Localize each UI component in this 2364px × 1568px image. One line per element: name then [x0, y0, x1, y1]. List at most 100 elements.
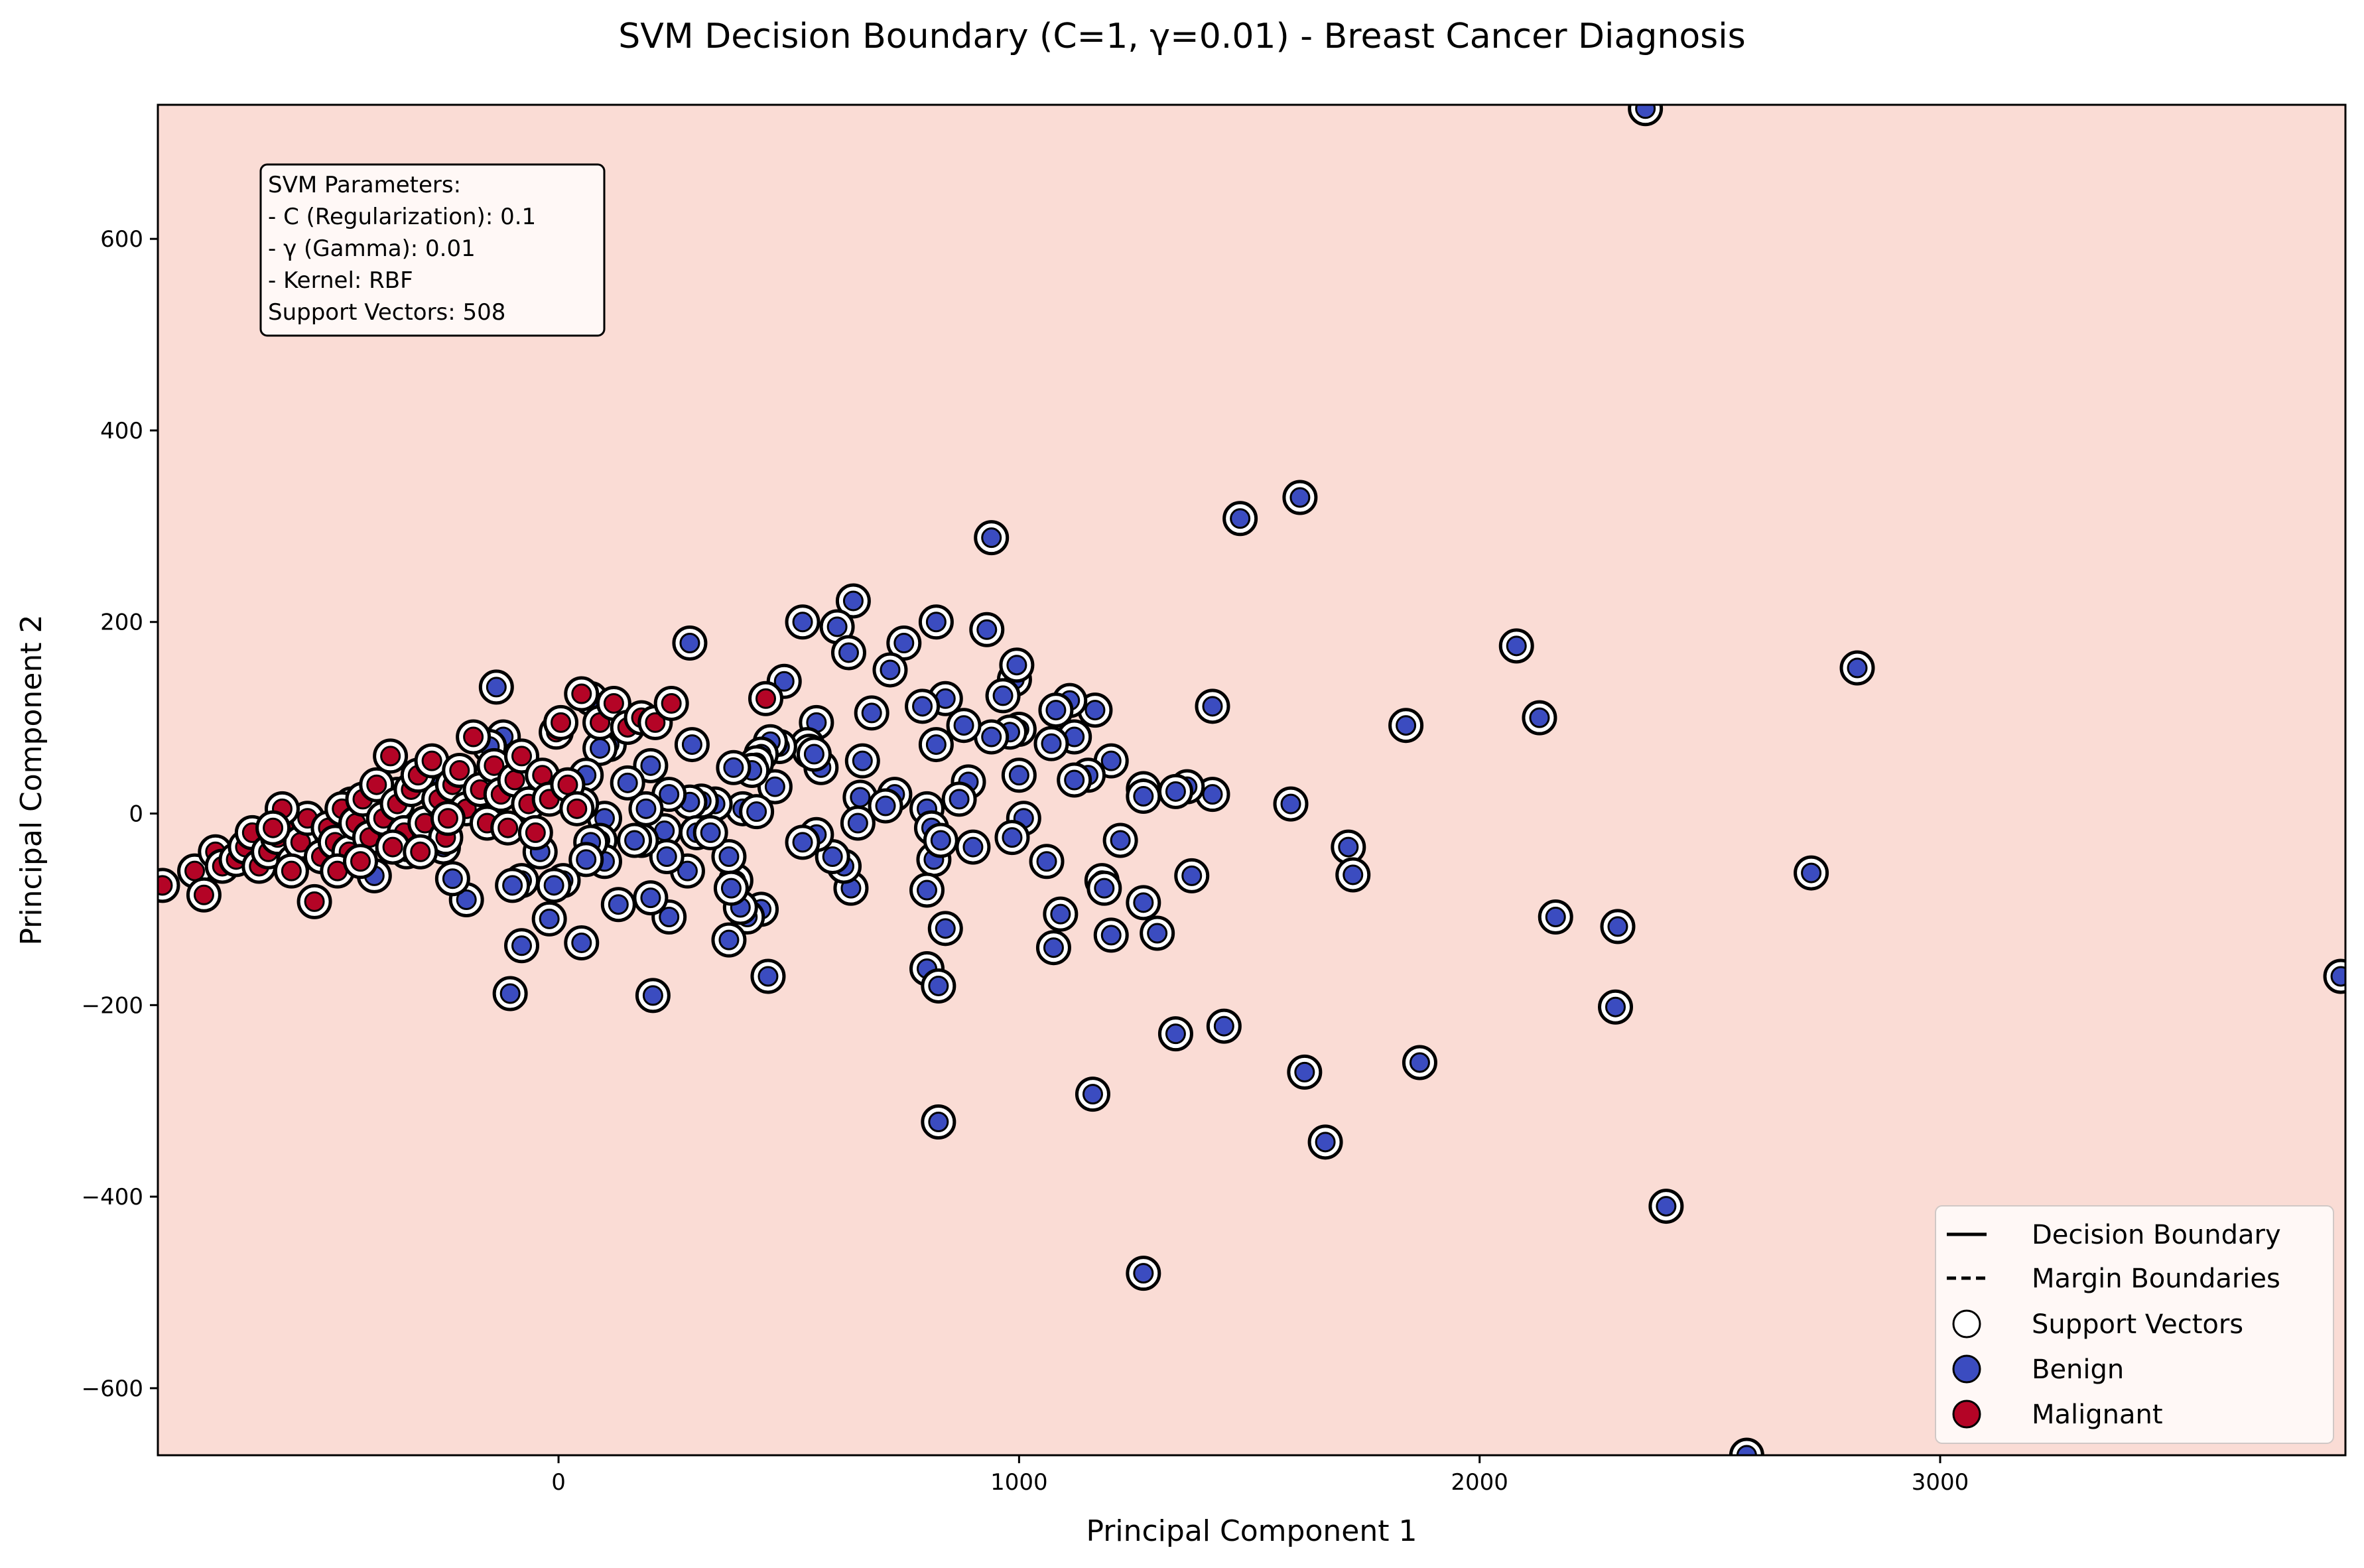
malignant-marker — [755, 688, 776, 709]
benign-marker — [640, 887, 661, 909]
benign-point — [923, 822, 958, 858]
benign-point — [635, 978, 671, 1013]
malignant-point — [490, 810, 526, 846]
malignant-point — [517, 815, 553, 850]
benign-point — [872, 652, 908, 688]
benign-point — [1402, 1045, 1437, 1080]
points-layer — [158, 105, 2345, 1455]
benign-marker — [792, 612, 813, 633]
benign-marker — [656, 846, 677, 868]
benign-point — [905, 688, 941, 724]
y-tick-label: −200 — [82, 992, 143, 1019]
benign-point — [674, 727, 710, 763]
malignant-marker — [382, 836, 403, 858]
malignant-marker — [421, 750, 442, 771]
benign-point — [1287, 1054, 1323, 1090]
legend-label-malignant: Malignant — [2032, 1400, 2163, 1430]
benign-point — [504, 928, 540, 964]
benign-marker — [822, 846, 843, 868]
benign-marker — [773, 671, 795, 692]
benign-marker — [1041, 733, 1062, 754]
benign-marker — [764, 776, 785, 797]
benign-point — [844, 743, 880, 779]
benign-point — [955, 829, 991, 865]
benign-point — [969, 612, 1005, 647]
benign-marker — [456, 889, 477, 910]
x-tick-label: 2000 — [1451, 1469, 1508, 1496]
benign-point — [918, 727, 954, 763]
malignant-marker — [184, 860, 206, 882]
benign-point — [478, 669, 514, 705]
benign-point — [672, 784, 708, 820]
benign-marker — [1045, 700, 1067, 721]
info-line-5: Support Vectors: 508 — [268, 299, 505, 326]
benign-marker — [502, 875, 523, 896]
x-tick-label: 3000 — [1912, 1469, 1969, 1496]
benign-marker — [720, 878, 742, 899]
benign-marker — [803, 744, 824, 765]
benign-point — [739, 794, 775, 830]
benign-marker — [1133, 1263, 1154, 1284]
benign-marker — [1043, 937, 1064, 958]
benign-point — [1126, 779, 1161, 815]
benign-point — [927, 911, 963, 947]
benign-point — [1093, 917, 1129, 953]
y-tick-label: 200 — [100, 610, 143, 636]
benign-marker — [861, 702, 882, 724]
benign-marker — [1133, 786, 1154, 807]
benign-marker — [1847, 657, 1868, 679]
benign-marker — [792, 832, 813, 853]
benign-marker — [925, 612, 947, 633]
benign-marker — [1100, 750, 1122, 771]
malignant-point — [296, 883, 332, 919]
benign-marker — [1002, 827, 1023, 848]
benign-marker — [1165, 781, 1186, 802]
benign-marker — [930, 830, 951, 851]
benign-point — [750, 958, 786, 994]
benign-point — [672, 625, 708, 661]
malignant-marker — [304, 891, 325, 912]
benign-marker — [659, 784, 680, 805]
benign-marker — [718, 846, 740, 868]
benign-point — [1729, 1437, 1764, 1455]
malignant-point — [375, 829, 411, 865]
benign-marker — [981, 527, 1002, 549]
benign-point — [434, 861, 470, 897]
malignant-point — [456, 719, 492, 755]
benign-marker — [1006, 655, 1027, 676]
benign-marker — [880, 659, 901, 681]
benign-marker — [1294, 1061, 1315, 1082]
benign-marker — [1396, 715, 1417, 736]
malignant-marker — [449, 760, 470, 781]
benign-marker — [1165, 1023, 1186, 1045]
benign-marker — [679, 633, 700, 654]
benign-point — [628, 791, 664, 826]
benign-point — [1033, 726, 1069, 761]
benign-point — [994, 820, 1030, 856]
malignant-point — [373, 738, 409, 774]
benign-marker — [624, 830, 645, 851]
benign-point — [1307, 1124, 1343, 1160]
benign-point — [785, 824, 821, 860]
benign-point — [1222, 501, 1258, 537]
info-box-frame — [259, 163, 606, 337]
benign-point — [536, 868, 572, 903]
benign-marker — [1036, 851, 1057, 872]
benign-marker — [838, 642, 859, 663]
benign-point — [909, 872, 945, 908]
benign-point — [633, 880, 669, 916]
benign-point — [921, 968, 956, 1004]
benign-point — [692, 815, 728, 850]
benign-point — [1522, 700, 1557, 736]
benign-point — [1839, 650, 1875, 686]
benign-marker — [1529, 707, 1550, 728]
benign-marker — [1607, 916, 1628, 937]
benign-point — [2323, 958, 2345, 994]
legend-label-decision-boundary: Decision Boundary — [2032, 1220, 2281, 1250]
benign-point — [1538, 899, 1573, 935]
legend-benign-circle-icon — [1952, 1354, 1981, 1384]
legend-label-support-vectors: Support Vectors — [2032, 1309, 2243, 1340]
benign-point — [1075, 1077, 1110, 1112]
benign-point — [1794, 855, 1829, 891]
benign-point — [633, 748, 669, 783]
